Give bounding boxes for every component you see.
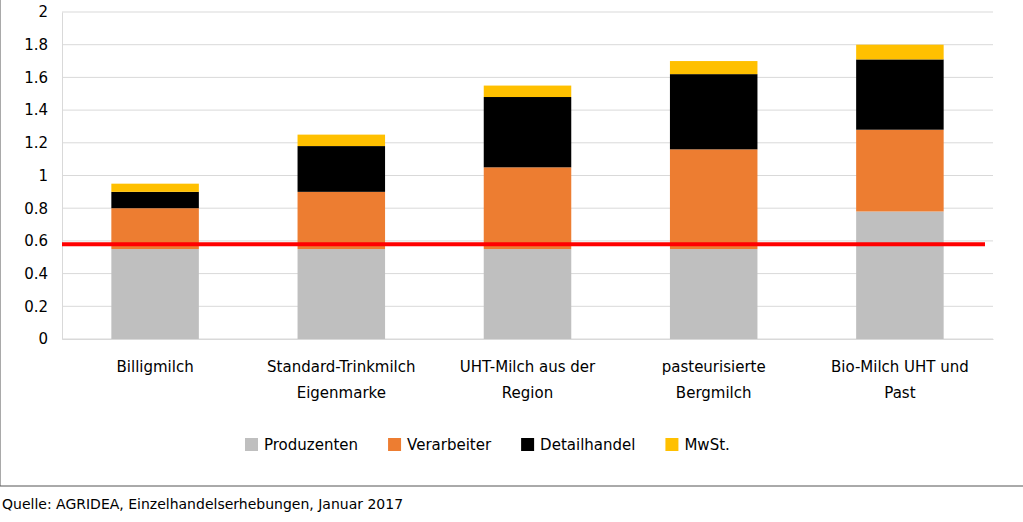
x-tick-label: pasteurisierteBergmilch [662,358,766,402]
bar [298,192,386,249]
x-axis-line [63,339,994,340]
y-tick: 2 [38,3,62,21]
bar [670,249,758,339]
bar [484,86,572,97]
legend-label: MwSt. [684,436,729,454]
x-tick: Standard-TrinkmilchEigenmarke [267,339,415,402]
y-tick-label: 1.4 [24,101,48,119]
reference-line [62,242,985,246]
x-tick: Billigmilch [117,339,194,376]
y-tick: 0 [38,330,62,348]
y-tick-label: 1 [38,167,48,185]
bar [298,146,386,192]
series [111,45,943,192]
y-axis-line [62,13,63,340]
x-tick-label: Standard-TrinkmilchEigenmarke [267,358,415,402]
bar [484,167,572,249]
legend-swatch [388,438,401,451]
chart: 0 0.2 0.4 0.6 0.8 1 1.2 1.4 1.6 1.8 2 Billigmilch St… [0,0,1023,522]
x-tick: Bio-Milch UHT undPast [831,339,969,402]
frame [0,0,1,486]
y-tick: 0.2 [24,298,62,316]
y-tick-label: 1.8 [24,36,48,54]
y-axis: 0 0.2 0.4 0.6 0.8 1 1.2 1.4 1.6 1.8 2 [24,3,62,348]
bar [298,249,386,339]
y-tick: 1.6 [24,69,62,87]
grid-line [62,12,993,13]
x-tick: pasteurisierteBergmilch [662,339,766,402]
bar [670,149,758,249]
y-tick: 1.8 [24,36,62,54]
y-tick: 1 [38,167,62,185]
y-tick: 0.6 [24,232,62,250]
legend-item: Verarbeiter [388,436,492,454]
grid-line [62,44,993,45]
x-tick-label: Bio-Milch UHT undPast [831,358,969,402]
y-tick-label: 1.6 [24,69,48,87]
frame [0,486,1023,487]
x-tick-label: UHT-Milch aus derRegion [460,358,596,402]
grid [62,12,993,339]
x-tick: UHT-Milch aus derRegion [460,339,596,402]
bars [62,45,985,339]
bar [484,249,572,339]
grid-line [62,77,993,78]
y-tick-label: 1.2 [24,134,48,152]
bar [856,130,944,212]
bar [856,211,944,339]
legend-swatch [245,438,258,451]
legend-item: Produzenten [245,436,358,454]
y-tick-label: 0.8 [24,200,48,218]
bar [856,45,944,60]
bar [298,135,386,146]
y-tick-label: 2 [38,3,48,21]
legend-label: Detailhandel [540,436,635,454]
y-tick-label: 0.6 [24,232,48,250]
y-tick-label: 0.2 [24,298,48,316]
bar [484,97,572,167]
legend-item: MwSt. [665,436,729,454]
legend-swatch [521,438,534,451]
bar [670,61,758,74]
source: Quelle: AGRIDEA, Einzelhandelserhebungen… [2,496,403,512]
plot: 0 0.2 0.4 0.6 0.8 1 1.2 1.4 1.6 1.8 2 Billigmilch St… [24,3,993,402]
legend: Produzenten Verarbeiter Detailhandel MwSt. [245,436,730,454]
bar [670,74,758,149]
series [111,59,943,208]
legend-label: Produzenten [264,436,358,454]
bar [856,59,944,129]
y-tick: 0.4 [24,265,62,283]
y-tick: 1.4 [24,101,62,119]
y-tick: 0.8 [24,200,62,218]
legend-item: Detailhandel [521,436,635,454]
y-tick-label: 0.4 [24,265,48,283]
x-tick-label: Billigmilch [117,358,194,376]
y-tick-label: 0 [38,330,48,348]
bar [111,184,199,192]
y-tick: 1.2 [24,134,62,152]
bar [111,192,199,208]
legend-swatch [665,438,678,451]
legend-label: Verarbeiter [407,436,492,454]
bar [111,249,199,339]
x-axis: Billigmilch Standard-TrinkmilchEigenmarke… [63,339,994,402]
